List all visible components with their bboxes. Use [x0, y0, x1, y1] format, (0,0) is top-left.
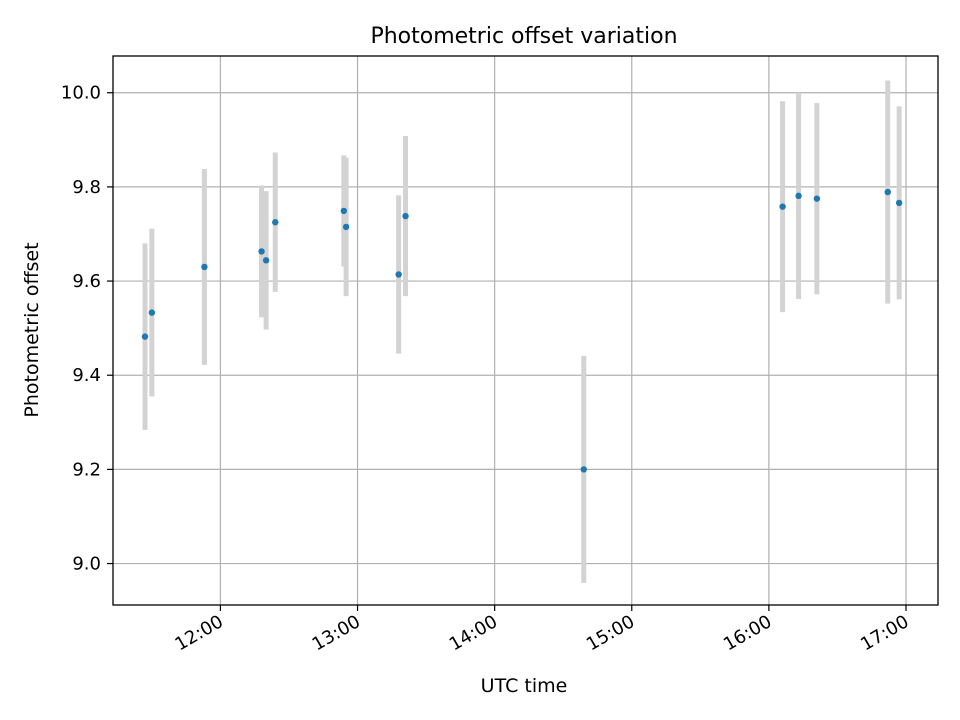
y-tick-label: 10.0	[61, 83, 101, 104]
y-axis-label: Photometric offset	[21, 242, 43, 417]
data-point	[402, 212, 409, 220]
x-tick-label: 12:00	[171, 611, 226, 655]
data-point	[895, 199, 903, 207]
data-point	[395, 271, 402, 278]
error-bars	[142, 80, 902, 583]
data-point	[272, 219, 279, 226]
data-point	[141, 333, 149, 340]
data-point	[201, 263, 208, 271]
y-tick-label: 9.0	[72, 554, 101, 575]
plot-frame	[112, 55, 939, 606]
x-axis: 12:00 13:00 14:00 15:00 16:00 17:00	[171, 605, 913, 655]
x-tick-label: 15:00	[583, 611, 638, 655]
data-point	[258, 248, 265, 255]
data-point	[342, 223, 350, 231]
data-point	[148, 309, 156, 316]
data-point	[813, 195, 821, 202]
data-point	[262, 257, 270, 264]
chart-title: Photometric offset variation	[370, 24, 677, 49]
x-tick-label: 13:00	[309, 611, 364, 655]
y-tick-label: 9.6	[72, 271, 101, 292]
y-tick-label: 9.4	[72, 365, 101, 386]
x-axis-label: UTC time	[481, 675, 568, 697]
data-points	[141, 188, 903, 473]
data-point	[884, 188, 891, 196]
y-tick-label: 9.2	[72, 459, 101, 480]
grid	[113, 56, 938, 605]
y-tick-label: 9.8	[72, 177, 101, 198]
data-point	[779, 203, 786, 210]
data-point	[580, 466, 587, 473]
data-point	[340, 207, 348, 215]
data-point	[795, 192, 802, 200]
x-tick-label: 17:00	[857, 611, 912, 655]
x-tick-label: 16:00	[720, 611, 775, 655]
x-tick-label: 14:00	[446, 611, 501, 655]
y-axis: 9.0 9.2 9.4 9.6 9.8 10.0	[61, 83, 113, 575]
